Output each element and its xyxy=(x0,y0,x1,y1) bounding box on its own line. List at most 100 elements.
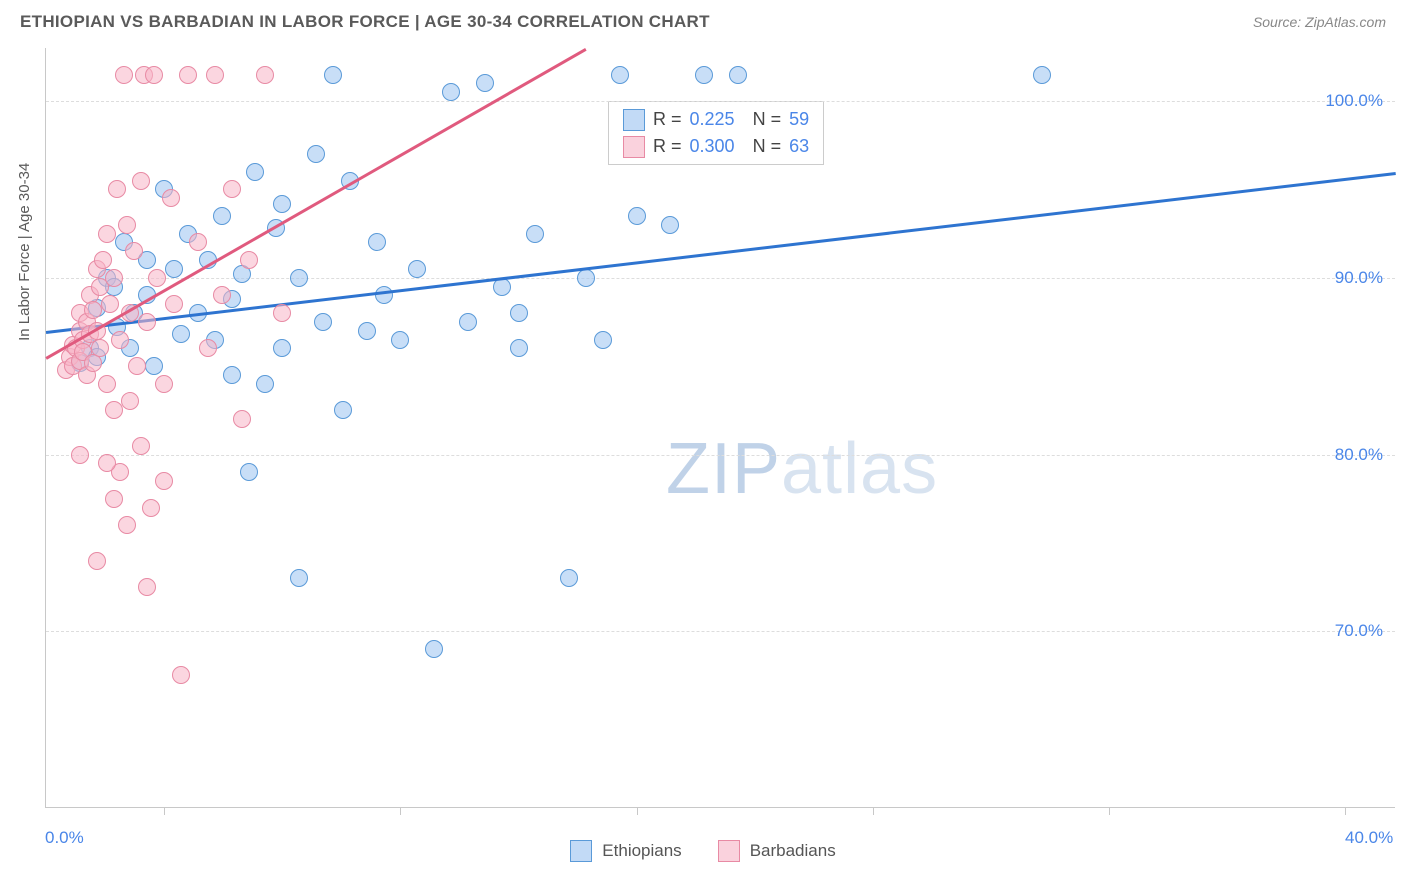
legend-label: Ethiopians xyxy=(602,841,681,861)
point-barbadians xyxy=(155,375,173,393)
point-ethiopians xyxy=(526,225,544,243)
point-barbadians xyxy=(273,304,291,322)
point-barbadians xyxy=(105,269,123,287)
point-barbadians xyxy=(88,552,106,570)
swatch-blue-icon xyxy=(570,840,592,862)
point-ethiopians xyxy=(256,375,274,393)
point-ethiopians xyxy=(324,66,342,84)
point-ethiopians xyxy=(145,357,163,375)
point-ethiopians xyxy=(560,569,578,587)
source-attribution: Source: ZipAtlas.com xyxy=(1253,14,1386,30)
point-barbadians xyxy=(125,242,143,260)
point-ethiopians xyxy=(240,463,258,481)
x-tick xyxy=(637,807,638,815)
watermark-rest: atlas xyxy=(781,429,938,509)
point-ethiopians xyxy=(510,339,528,357)
n-label: N = xyxy=(753,106,782,133)
point-barbadians xyxy=(240,251,258,269)
r-value-ethiopians: 0.225 xyxy=(690,106,735,133)
y-tick-label: 90.0% xyxy=(1335,268,1383,288)
point-barbadians xyxy=(206,66,224,84)
point-barbadians xyxy=(98,454,116,472)
point-barbadians xyxy=(94,251,112,269)
n-value-barbadians: 63 xyxy=(789,133,809,160)
point-barbadians xyxy=(165,295,183,313)
point-barbadians xyxy=(98,225,116,243)
y-axis-title: In Labor Force | Age 30-34 xyxy=(16,163,33,341)
trendline-barbadians xyxy=(45,48,586,359)
x-tick-label: 0.0% xyxy=(45,828,84,848)
point-barbadians xyxy=(111,331,129,349)
point-barbadians xyxy=(108,180,126,198)
point-ethiopians xyxy=(661,216,679,234)
point-ethiopians xyxy=(290,569,308,587)
point-barbadians xyxy=(199,339,217,357)
x-tick-label: 40.0% xyxy=(1345,828,1393,848)
point-ethiopians xyxy=(425,640,443,658)
chart-title: ETHIOPIAN VS BARBADIAN IN LABOR FORCE | … xyxy=(20,12,710,32)
swatch-blue-icon xyxy=(623,109,645,131)
point-ethiopians xyxy=(695,66,713,84)
point-barbadians xyxy=(105,401,123,419)
gridline-h xyxy=(46,631,1395,632)
point-barbadians xyxy=(155,472,173,490)
x-tick xyxy=(1109,807,1110,815)
point-ethiopians xyxy=(213,207,231,225)
point-ethiopians xyxy=(510,304,528,322)
point-ethiopians xyxy=(375,286,393,304)
legend-item-ethiopians: Ethiopians xyxy=(570,840,681,862)
watermark-bold: ZIP xyxy=(666,429,781,509)
y-tick-label: 100.0% xyxy=(1325,91,1383,111)
chart-plot-area: ZIPatlas R = 0.225 N = 59 R = 0.300 N = … xyxy=(45,48,1395,808)
point-barbadians xyxy=(91,339,109,357)
point-barbadians xyxy=(179,66,197,84)
point-barbadians xyxy=(148,269,166,287)
point-ethiopians xyxy=(172,325,190,343)
r-label: R = xyxy=(653,106,682,133)
point-barbadians xyxy=(121,392,139,410)
point-barbadians xyxy=(256,66,274,84)
point-barbadians xyxy=(162,189,180,207)
point-ethiopians xyxy=(408,260,426,278)
point-ethiopians xyxy=(442,83,460,101)
x-tick xyxy=(400,807,401,815)
point-ethiopians xyxy=(476,74,494,92)
stats-row-barbadians: R = 0.300 N = 63 xyxy=(623,133,809,160)
y-tick-label: 70.0% xyxy=(1335,621,1383,641)
y-tick-label: 80.0% xyxy=(1335,445,1383,465)
point-barbadians xyxy=(223,180,241,198)
gridline-h xyxy=(46,101,1395,102)
swatch-pink-icon xyxy=(623,136,645,158)
point-barbadians xyxy=(132,172,150,190)
point-barbadians xyxy=(84,301,102,319)
point-ethiopians xyxy=(628,207,646,225)
point-ethiopians xyxy=(459,313,477,331)
point-barbadians xyxy=(138,313,156,331)
point-ethiopians xyxy=(223,366,241,384)
point-ethiopians xyxy=(246,163,264,181)
point-ethiopians xyxy=(273,339,291,357)
x-tick xyxy=(873,807,874,815)
point-ethiopians xyxy=(594,331,612,349)
point-ethiopians xyxy=(577,269,595,287)
point-barbadians xyxy=(189,233,207,251)
point-ethiopians xyxy=(1033,66,1051,84)
n-label: N = xyxy=(753,133,782,160)
point-barbadians xyxy=(71,446,89,464)
point-ethiopians xyxy=(165,260,183,278)
point-ethiopians xyxy=(368,233,386,251)
x-tick xyxy=(164,807,165,815)
point-barbadians xyxy=(101,295,119,313)
point-barbadians xyxy=(105,490,123,508)
n-value-ethiopians: 59 xyxy=(789,106,809,133)
legend-bottom: Ethiopians Barbadians xyxy=(0,840,1406,862)
watermark: ZIPatlas xyxy=(666,428,938,510)
point-barbadians xyxy=(128,357,146,375)
point-barbadians xyxy=(115,66,133,84)
correlation-stats-box: R = 0.225 N = 59 R = 0.300 N = 63 xyxy=(608,101,824,165)
point-barbadians xyxy=(118,216,136,234)
point-barbadians xyxy=(213,286,231,304)
point-barbadians xyxy=(138,578,156,596)
point-ethiopians xyxy=(273,195,291,213)
point-ethiopians xyxy=(290,269,308,287)
